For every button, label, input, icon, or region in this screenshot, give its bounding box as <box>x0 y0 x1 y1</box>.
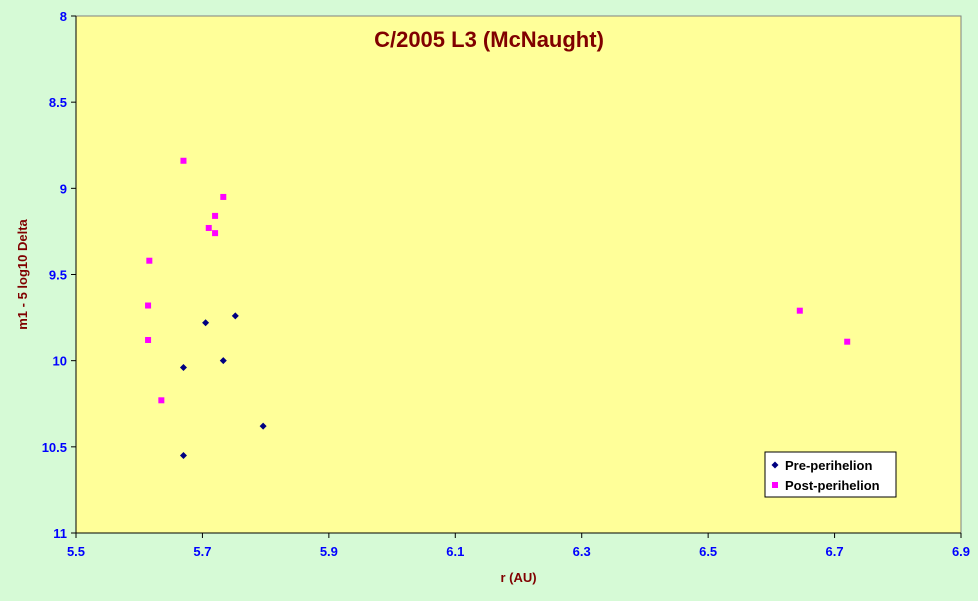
y-axis-title: m1 - 5 log10 Delta <box>15 218 30 329</box>
data-point <box>145 336 152 343</box>
chart-title: C/2005 L3 (McNaught) <box>374 27 604 52</box>
data-point <box>146 257 153 264</box>
x-axis: 5.5 5.7 5.9 6.1 6.3 6.5 6.7 6.9 <box>67 532 970 559</box>
data-point <box>179 451 187 459</box>
data-points <box>145 157 851 459</box>
plot-area <box>75 15 962 534</box>
legend-box <box>764 451 897 498</box>
y-tick-label: 8 <box>60 9 67 24</box>
data-point <box>158 397 165 404</box>
x-tick-label: 5.7 <box>193 544 211 559</box>
series-pre-perihelion <box>179 312 267 459</box>
legend-label: Pre-perihelion <box>785 458 872 473</box>
x-tick-label: 6.1 <box>446 544 464 559</box>
x-tick-label: 5.9 <box>320 544 338 559</box>
data-point <box>844 338 851 345</box>
y-tick-label: 9.5 <box>49 268 67 283</box>
y-tick-label: 11 <box>53 526 67 541</box>
data-point <box>796 307 803 314</box>
x-tick-label: 6.3 <box>573 544 591 559</box>
y-tick-label: 8.5 <box>49 95 67 110</box>
y-tick-label: 9 <box>60 181 67 196</box>
legend-marker <box>771 461 779 469</box>
data-point <box>179 364 187 372</box>
data-point <box>202 319 210 327</box>
legend: Pre-perihelion Post-perihelion <box>764 451 897 498</box>
legend-marker <box>772 482 778 488</box>
data-point <box>219 357 227 365</box>
data-point <box>212 230 219 237</box>
x-tick-label: 6.9 <box>952 544 970 559</box>
data-point <box>145 302 152 309</box>
x-tick-label: 6.5 <box>699 544 717 559</box>
y-tick-label: 10.5 <box>42 440 67 455</box>
y-axis: 8 8.5 9 9.5 10 10.5 11 <box>42 9 77 541</box>
y-tick-label: 10 <box>53 354 67 369</box>
data-point <box>212 212 219 219</box>
data-point <box>205 224 212 231</box>
data-point <box>231 312 239 320</box>
legend-label: Post-perihelion <box>785 478 880 493</box>
x-tick-label: 5.5 <box>67 544 85 559</box>
data-point <box>180 157 187 164</box>
x-tick-label: 6.7 <box>826 544 844 559</box>
data-point <box>259 422 267 430</box>
x-axis-title: r (AU) <box>500 570 536 585</box>
data-point <box>220 193 227 200</box>
series-post-perihelion <box>145 157 851 404</box>
